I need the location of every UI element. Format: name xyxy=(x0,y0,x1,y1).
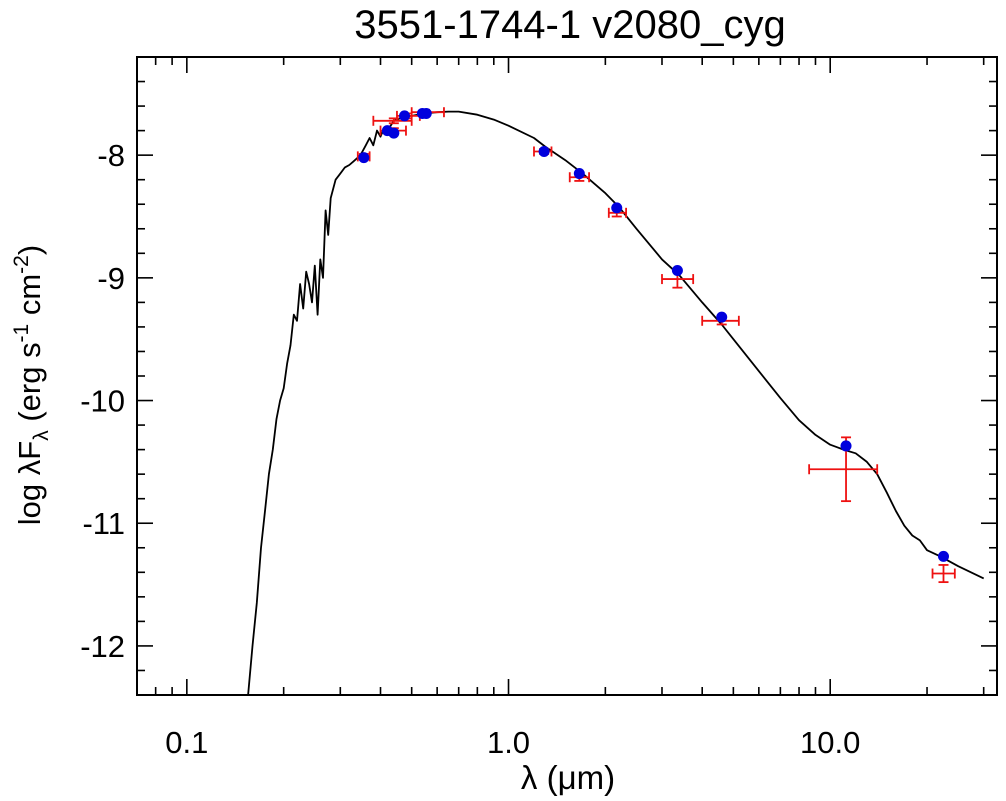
y-tick-label: -11 xyxy=(82,506,125,541)
observed-point xyxy=(931,564,956,584)
model-photometry-point xyxy=(358,152,370,164)
model-photometry-point xyxy=(573,168,585,180)
y-tick-label: -9 xyxy=(97,261,125,296)
y-label-prefix: log λF xyxy=(12,441,47,525)
plot-frame xyxy=(136,56,998,696)
y-label-units-close: ) xyxy=(12,245,47,255)
model-sed-line xyxy=(247,110,985,695)
model-photometry-point xyxy=(671,264,683,276)
x-tick-label: 10.0 xyxy=(800,725,860,760)
axis-ticks xyxy=(136,56,997,696)
model-photometry-point xyxy=(611,202,623,214)
model-photometry-point xyxy=(420,107,432,119)
x-tick-label: 0.1 xyxy=(165,725,208,760)
y-label-sub: λ xyxy=(30,430,53,441)
model-photometry-point xyxy=(538,145,550,157)
y-label-units-open: (erg s xyxy=(12,342,47,430)
model-photometry-point xyxy=(399,110,411,122)
model-photometry-point xyxy=(937,550,949,562)
x-axis-label-start: λ ( xyxy=(521,759,558,796)
y-label-sup1: -1 xyxy=(10,324,33,343)
x-axis-label: λ (μm) xyxy=(521,759,615,796)
y-label-sup2: -2 xyxy=(10,255,33,274)
model-photometry-point xyxy=(388,127,400,139)
y-axis-label-text: log λFλ (erg s-1 cm-2) xyxy=(10,245,53,525)
model-photometry-point xyxy=(716,311,728,323)
plot-area: 0.1 1.0 10.0 -8 -9 -10 -11 -12 xyxy=(80,56,998,760)
x-axis-label-mu: μ xyxy=(558,759,577,796)
chart-title: 3551-1744-1 v2080_cyg xyxy=(354,3,785,47)
y-axis-label: log λFλ (erg s-1 cm-2) xyxy=(10,245,53,525)
y-label-units-mid: cm xyxy=(12,274,47,324)
model-photometry-point xyxy=(840,440,852,452)
y-tick-label: -10 xyxy=(80,384,125,419)
y-tick-label: -12 xyxy=(80,629,125,664)
plot-clip-group xyxy=(247,107,985,695)
x-axis-label-end: m) xyxy=(577,759,615,796)
x-tick-label: 1.0 xyxy=(487,725,530,760)
y-tick-label: -8 xyxy=(97,138,125,173)
